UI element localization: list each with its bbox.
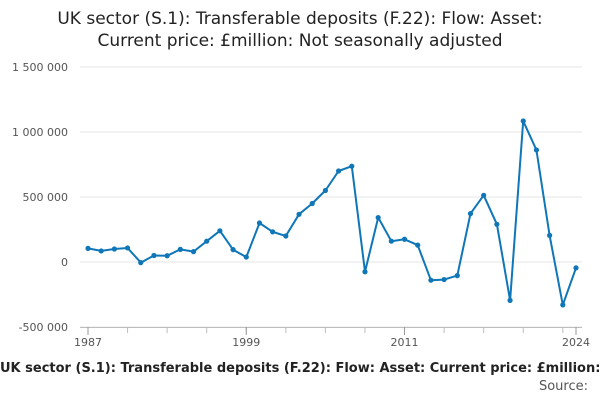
data-point-2004[interactable]	[309, 200, 315, 207]
source-label: Source:	[538, 379, 588, 394]
data-point-2008[interactable]	[362, 269, 368, 275]
data-point-2007[interactable]	[349, 163, 355, 169]
x-tick-label-0: 1987	[74, 336, 102, 349]
chart-title: UK sector (S.1): Transferable deposits (…	[0, 8, 600, 52]
chart-caption: UK sector (S.1): Transferable deposits (…	[0, 361, 600, 376]
y-tick-label-0: -500 000	[19, 321, 68, 334]
gridlines	[80, 66, 582, 328]
data-point-2001[interactable]	[270, 229, 276, 235]
y-tick-label-4: 1 500 000	[12, 61, 68, 74]
data-point-1996[interactable]	[204, 238, 210, 244]
data-point-2011[interactable]	[401, 236, 408, 242]
data-point-1992[interactable]	[151, 252, 157, 259]
data-point-2020[interactable]	[520, 118, 526, 124]
data-point-1993[interactable]	[164, 253, 170, 259]
data-point-1995[interactable]	[190, 249, 197, 255]
data-point-1999[interactable]	[243, 254, 249, 260]
data-point-2009[interactable]	[375, 214, 381, 221]
x-tick-label-3: 2024	[562, 336, 590, 349]
y-axis: -500 000 0 500 000 1 000 000 1 500 000	[12, 61, 68, 334]
y-tick-label-1: 0	[61, 256, 68, 269]
x-tick-label-1: 1999	[232, 336, 260, 349]
data-point-2005[interactable]	[322, 187, 329, 194]
data-point-1997[interactable]	[217, 228, 223, 234]
data-point-2022[interactable]	[547, 232, 553, 238]
series-line	[87, 120, 577, 306]
data-point-2021[interactable]	[533, 147, 540, 153]
data-point-1987[interactable]	[85, 245, 91, 251]
series	[85, 118, 579, 308]
data-point-2010[interactable]	[388, 238, 394, 244]
data-point-1990[interactable]	[124, 245, 131, 251]
data-point-2018[interactable]	[494, 221, 500, 227]
data-point-2019[interactable]	[507, 297, 513, 303]
data-point-1988[interactable]	[98, 248, 104, 254]
data-point-2016[interactable]	[467, 211, 474, 217]
data-point-2013[interactable]	[428, 277, 434, 283]
data-point-1998[interactable]	[230, 247, 236, 253]
chart-title-line-2: Current price: £million: Not seasonally …	[97, 31, 503, 51]
data-point-2000[interactable]	[256, 220, 263, 226]
data-point-2012[interactable]	[415, 242, 421, 248]
data-point-2014[interactable]	[441, 276, 447, 283]
y-tick-label-2: 500 000	[23, 191, 69, 204]
data-point-2023[interactable]	[560, 302, 566, 308]
chart-title-line-1: UK sector (S.1): Transferable deposits (…	[57, 9, 543, 29]
data-point-2006[interactable]	[335, 168, 342, 174]
data-point-2024[interactable]	[573, 265, 579, 271]
y-tick-label-3: 1 000 000	[12, 126, 68, 139]
data-point-2015[interactable]	[454, 273, 460, 279]
data-point-1991[interactable]	[138, 260, 144, 266]
data-point-2017[interactable]	[481, 192, 487, 198]
data-point-1989[interactable]	[111, 246, 117, 252]
x-tick-label-2: 2011	[391, 336, 419, 349]
x-axis: 1987 1999 2011 2024	[74, 327, 590, 349]
data-point-2002[interactable]	[283, 233, 289, 239]
data-point-1994[interactable]	[177, 246, 183, 252]
data-point-2003[interactable]	[296, 211, 302, 217]
